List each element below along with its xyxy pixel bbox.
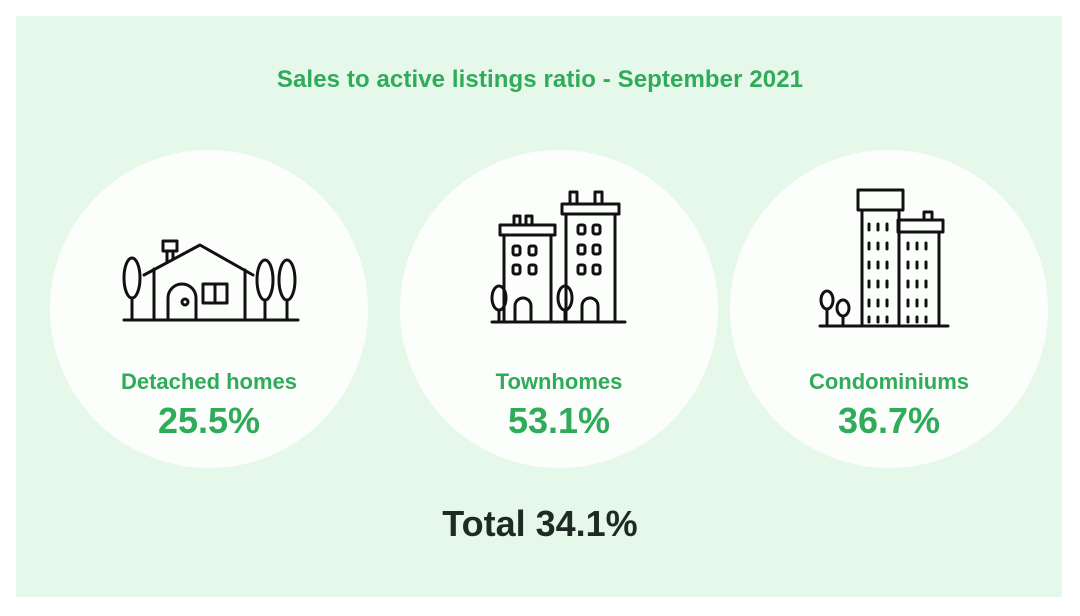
card-value: 36.7% [837,400,941,441]
card-townhomes: Townhomes 53.1% [400,150,718,468]
page-title: Sales to active listings ratio - Septemb… [276,66,804,93]
card-label: Condominiums [808,369,970,394]
house-icon [50,150,368,350]
card-condominiums: Condominiums 36.7% [730,150,1048,468]
total-ratio: Total 34.1% [442,503,638,544]
condo-towers-icon [730,150,1048,350]
card-value: 53.1% [507,400,611,441]
card-value: 25.5% [157,400,261,441]
card-label: Detached homes [120,369,298,394]
townhome-buildings-icon [400,150,718,350]
card-detached-homes: Detached homes 25.5% [50,150,368,468]
card-label: Townhomes [495,369,623,394]
